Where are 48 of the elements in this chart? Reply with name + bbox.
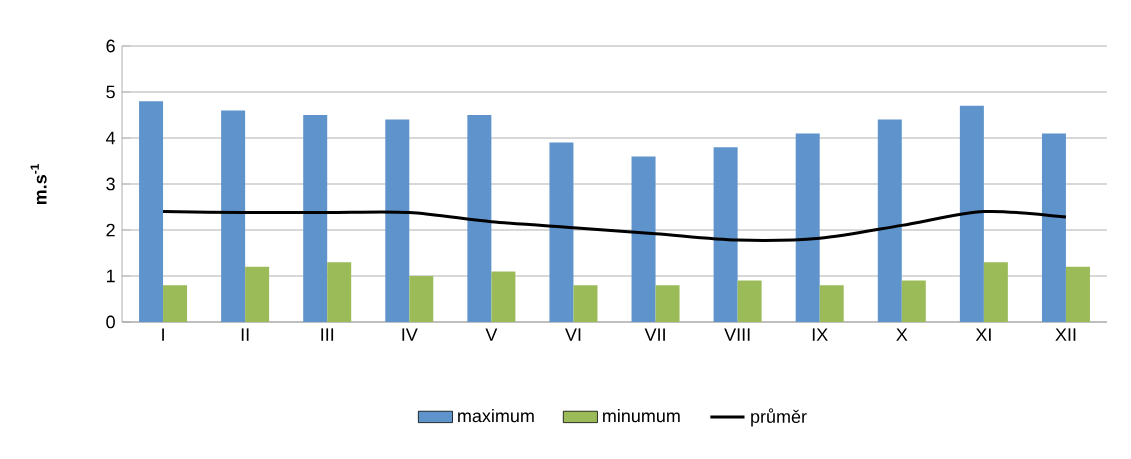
bar bbox=[959, 105, 984, 322]
bar bbox=[385, 119, 410, 322]
y-tick-label: 1 bbox=[106, 269, 115, 283]
legend-label: maximum bbox=[458, 409, 534, 423]
x-tick-label: VIII bbox=[724, 328, 750, 341]
bar bbox=[549, 142, 574, 322]
bar bbox=[713, 147, 738, 322]
line-series bbox=[161, 209, 1068, 242]
bar bbox=[491, 271, 516, 322]
y-tick-label: 0 bbox=[106, 315, 115, 329]
y-tick-label: 4 bbox=[106, 131, 116, 145]
bar bbox=[303, 114, 328, 322]
bar bbox=[245, 266, 270, 322]
bar bbox=[163, 285, 188, 322]
x-tick-label: II bbox=[241, 328, 249, 341]
bar bbox=[1065, 266, 1090, 322]
bar bbox=[631, 156, 656, 322]
x-tick-label: XI bbox=[975, 328, 991, 341]
y-tick-label: 5 bbox=[106, 85, 115, 99]
bar bbox=[877, 119, 902, 322]
x-tick-label: VII bbox=[644, 328, 665, 341]
bar bbox=[983, 262, 1008, 322]
bar bbox=[409, 275, 434, 322]
bar bbox=[139, 101, 164, 322]
bar bbox=[1041, 133, 1066, 322]
bar bbox=[655, 285, 680, 322]
x-tick-label: X bbox=[896, 328, 908, 341]
bar bbox=[795, 133, 820, 322]
x-tick-label: III bbox=[321, 328, 334, 341]
bar bbox=[737, 280, 762, 322]
x-tick-label: V bbox=[485, 328, 498, 341]
legend-label: minumum bbox=[603, 409, 680, 423]
x-tick-label: VI bbox=[565, 328, 581, 341]
x-tick-label: IV bbox=[402, 328, 418, 341]
bar bbox=[573, 285, 598, 322]
y-tick-label: 6 bbox=[106, 39, 115, 53]
bar bbox=[327, 262, 352, 322]
bar bbox=[901, 280, 926, 322]
bar bbox=[221, 110, 246, 322]
x-tick-label: IX bbox=[812, 328, 828, 341]
legend-label: průměr bbox=[751, 408, 807, 427]
y-tick-label: 3 bbox=[106, 177, 115, 191]
x-tick-label: XII bbox=[1055, 328, 1076, 341]
bar bbox=[819, 285, 844, 322]
bar bbox=[467, 114, 492, 322]
y-axis-title: m.s$^{-1}$ bbox=[30, 163, 47, 205]
y-tick-label: 2 bbox=[106, 223, 115, 237]
x-tick-label: I bbox=[162, 328, 164, 341]
